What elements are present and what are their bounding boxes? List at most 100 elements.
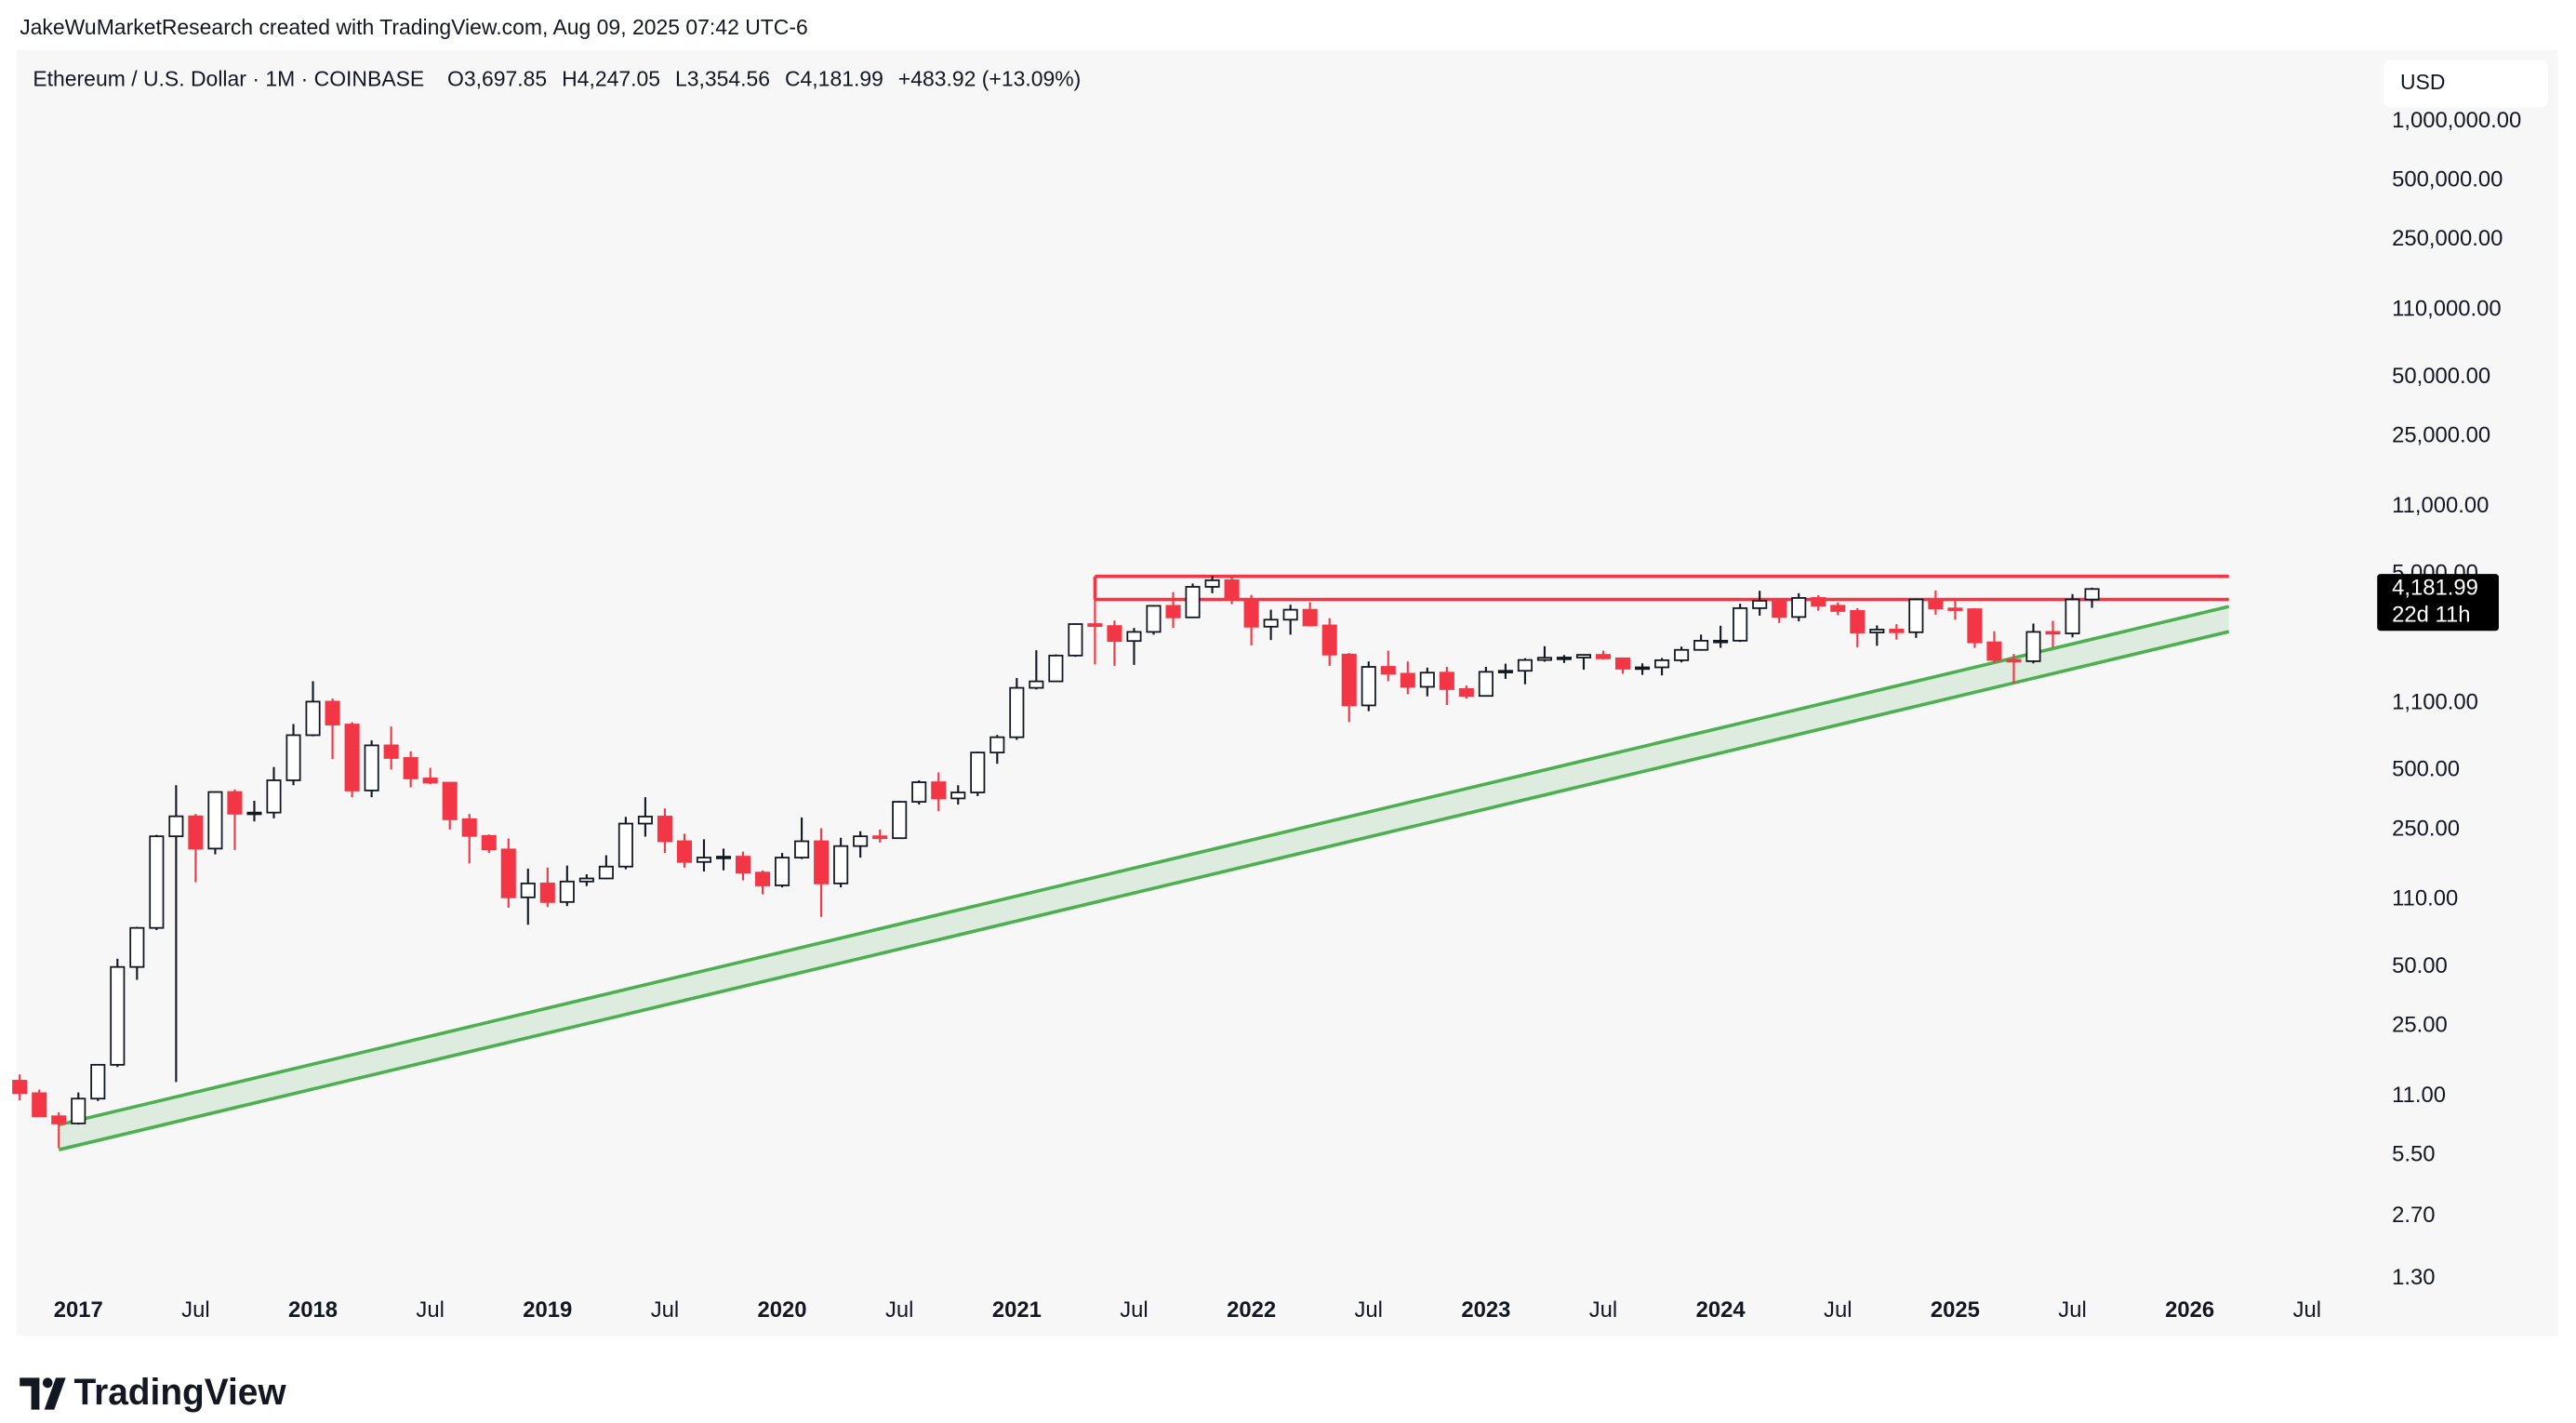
drawings	[58, 574, 2230, 1151]
candle-body	[1536, 657, 1552, 661]
candle-body	[1029, 680, 1044, 689]
candles	[12, 576, 2100, 1149]
candle-body	[110, 965, 126, 1066]
candle-body	[1693, 640, 1709, 651]
candle-body	[32, 1092, 47, 1118]
y-tick-label: 25.00	[2392, 1013, 2448, 1038]
candle-body	[227, 791, 243, 815]
x-tick-label: 2018	[288, 1297, 338, 1323]
candle-body	[1595, 654, 1612, 659]
candle-body	[1713, 639, 1729, 644]
candle-body	[500, 848, 516, 898]
channel-fill	[59, 606, 2229, 1150]
candle-body	[1361, 666, 1376, 707]
candle-body	[520, 882, 536, 898]
candle-body	[325, 700, 340, 725]
logo-shape	[42, 1377, 53, 1389]
candle-body	[1478, 671, 1494, 698]
x-tick-label: 2023	[1461, 1297, 1510, 1323]
symbol: Ethereum / U.S. Dollar · 1M · COINBASE	[33, 66, 424, 90]
candle-body	[305, 700, 321, 737]
candle-body	[344, 724, 360, 791]
y-tick-label: 1,100.00	[2392, 689, 2478, 714]
candle-body	[794, 840, 810, 858]
candle-body	[1380, 666, 1396, 675]
candle-body	[461, 818, 477, 837]
candle-body	[950, 791, 966, 800]
candle-body	[970, 751, 986, 793]
y-tick-label: 250.00	[2392, 816, 2460, 841]
candle-body	[1282, 608, 1298, 621]
channel-upper	[58, 605, 2230, 1127]
ohlc-value: C4,181.99	[785, 66, 883, 90]
candle-body	[1439, 672, 1454, 690]
currency-button[interactable]	[2383, 60, 2548, 108]
candle-body	[2065, 598, 2080, 634]
candle-body	[676, 840, 692, 863]
chart-panel	[16, 50, 2558, 1337]
candle-body	[1263, 618, 1279, 628]
candle-body	[2045, 631, 2061, 635]
watermark: JakeWuMarketResearch created with Tradin…	[20, 15, 808, 39]
candle-body	[1087, 623, 1103, 628]
y-tick-label: 2.70	[2392, 1203, 2435, 1228]
candle-body	[403, 757, 418, 779]
ohlc-value: L3,354.56	[675, 66, 770, 90]
candle-body	[1986, 641, 2002, 661]
x-tick-label: 2019	[523, 1297, 572, 1323]
candle-body	[1068, 623, 1083, 657]
candle-body	[2006, 658, 2022, 663]
candle-body	[246, 811, 262, 816]
countdown-label: 22d 11h	[2392, 602, 2470, 627]
x-tick-label: Jul	[416, 1297, 444, 1323]
candle-body	[833, 844, 849, 884]
candle-body	[1126, 631, 1142, 643]
candle-body	[383, 744, 399, 759]
y-tick-label: 110.00	[2392, 886, 2458, 911]
candle-body	[559, 880, 575, 903]
x-tick-label: Jul	[1120, 1297, 1148, 1323]
y-tick-label: 250,000.00	[2392, 226, 2503, 251]
candle-body	[1928, 598, 1944, 610]
axes: 1,000,000.00 500,000.00 250,000.00 110,000.…	[54, 108, 2522, 1323]
candle-body	[931, 781, 947, 800]
candle-body	[617, 822, 633, 868]
y-tick-label: 11.00	[2392, 1083, 2446, 1108]
candle-body	[696, 857, 712, 863]
ohlc-value: H4,247.05	[562, 66, 660, 90]
y-tick-label: 50,000.00	[2392, 364, 2490, 389]
last-price-label: 4,181.99	[2392, 576, 2478, 601]
candle-body	[1458, 688, 1474, 698]
candle-body	[872, 835, 888, 840]
y-tick-label: 500,000.00	[2392, 166, 2503, 192]
candle-body	[481, 834, 497, 851]
candle-body	[892, 801, 908, 840]
candle-body	[1497, 670, 1513, 673]
currency[interactable]: USD	[2400, 70, 2445, 94]
candle-body	[1869, 629, 1885, 633]
brand-logo	[20, 1377, 66, 1410]
candle-body	[637, 816, 653, 825]
x-tick-label: 2020	[758, 1297, 807, 1323]
candle-body	[989, 736, 1005, 754]
y-tick-label: 25,000.00	[2392, 422, 2490, 447]
brand: TradingView	[73, 1372, 286, 1413]
candle-body	[1947, 607, 1963, 611]
candle-body	[1048, 654, 1064, 683]
candle-body	[657, 816, 672, 843]
candle-body	[1733, 607, 1748, 642]
y-tick-label: 1.30	[2392, 1265, 2435, 1290]
candle-body	[1830, 605, 1846, 612]
candle-body	[2084, 588, 2100, 601]
ohlc-value: +483.92 (+13.09%)	[898, 66, 1082, 90]
candle-body	[1850, 610, 1866, 633]
candle-body	[207, 791, 223, 850]
candle-body	[285, 734, 301, 781]
candle-body	[1185, 586, 1201, 618]
y-tick-label: 50.00	[2392, 953, 2448, 978]
x-tick-label: Jul	[651, 1297, 679, 1323]
chart-header: Ethereum / U.S. Dollar · 1M · COINBASE O3…	[33, 66, 1081, 90]
channel-lower	[58, 630, 2230, 1151]
candle-body	[168, 815, 184, 838]
